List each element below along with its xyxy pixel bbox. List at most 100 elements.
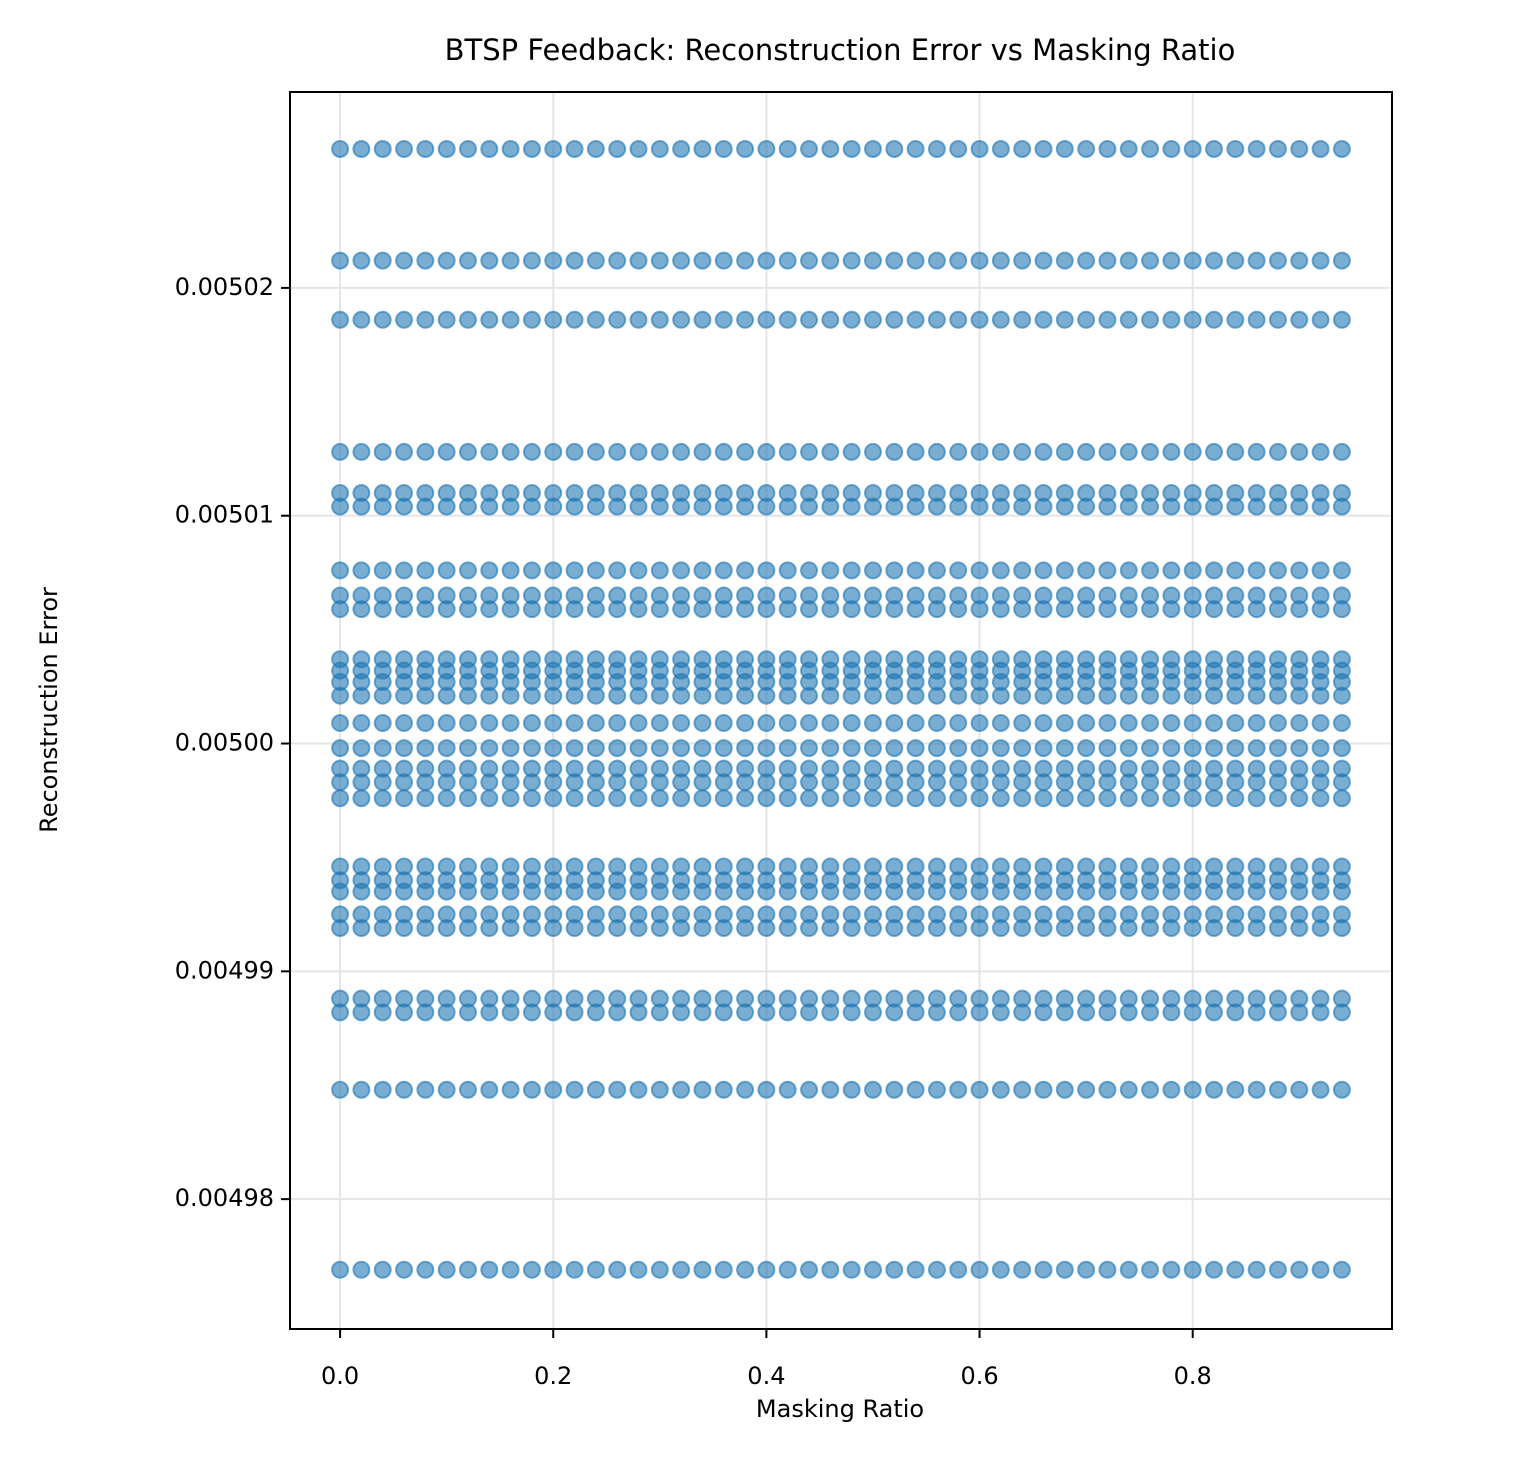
scatter-point [586, 561, 605, 580]
scatter-point [1013, 773, 1032, 792]
scatter-point [544, 882, 563, 901]
scatter-point [736, 1003, 755, 1022]
scatter-point [970, 919, 989, 938]
scatter-point [1290, 919, 1309, 938]
scatter-point [458, 497, 477, 516]
scatter-point [991, 1260, 1010, 1279]
scatter-point [842, 600, 861, 619]
scatter-point [821, 139, 840, 158]
scatter-point [1268, 1260, 1287, 1279]
scatter-point [544, 600, 563, 619]
scatter-point [672, 1003, 691, 1022]
scatter-point [352, 1003, 371, 1022]
scatter-point [693, 497, 712, 516]
scatter-point [949, 251, 968, 270]
scatter-point [331, 1260, 350, 1279]
scatter-point [608, 919, 627, 938]
scatter-point [501, 789, 520, 808]
scatter-point [714, 919, 733, 938]
scatter-point [1034, 600, 1053, 619]
scatter-point [885, 1260, 904, 1279]
scatter-point [1226, 1260, 1245, 1279]
scatter-point [800, 882, 819, 901]
scatter-point [821, 714, 840, 733]
scatter-point [1226, 561, 1245, 580]
scatter-point [1055, 1080, 1074, 1099]
scatter-point [1226, 600, 1245, 619]
scatter-point [480, 714, 499, 733]
scatter-point [544, 310, 563, 329]
scatter-point [672, 686, 691, 705]
scatter-point [863, 497, 882, 516]
scatter-point [1226, 310, 1245, 329]
scatter-point [1098, 310, 1117, 329]
scatter-point [757, 251, 776, 270]
scatter-point [650, 561, 669, 580]
scatter-point [672, 1080, 691, 1099]
scatter-point [522, 789, 541, 808]
scatter-point [906, 714, 925, 733]
scatter-point [565, 789, 584, 808]
scatter-point [608, 739, 627, 758]
scatter-point [480, 789, 499, 808]
x-tick-label: 0.8 [1174, 1362, 1212, 1390]
scatter-point [1013, 882, 1032, 901]
scatter-point [1034, 561, 1053, 580]
scatter-point [842, 739, 861, 758]
scatter-point [544, 251, 563, 270]
scatter-point [821, 919, 840, 938]
scatter-point [1013, 714, 1032, 733]
scatter-point [522, 882, 541, 901]
scatter-point [1141, 600, 1160, 619]
scatter-point [480, 139, 499, 158]
scatter-point [1141, 739, 1160, 758]
scatter-point [672, 789, 691, 808]
scatter-point [693, 600, 712, 619]
scatter-point [778, 773, 797, 792]
scatter-point [416, 442, 435, 461]
scatter-point [373, 1003, 392, 1022]
scatter-point [501, 882, 520, 901]
scatter-point [331, 1080, 350, 1099]
scatter-point [885, 310, 904, 329]
scatter-point [1268, 561, 1287, 580]
scatter-point [1183, 1003, 1202, 1022]
scatter-point [800, 1003, 819, 1022]
scatter-point [906, 686, 925, 705]
scatter-point [501, 714, 520, 733]
scatter-point [970, 714, 989, 733]
scatter-point [629, 773, 648, 792]
scatter-point [586, 442, 605, 461]
scatter-point [522, 773, 541, 792]
scatter-point [416, 1003, 435, 1022]
scatter-point [800, 497, 819, 516]
scatter-point [863, 1080, 882, 1099]
scatter-point [863, 919, 882, 938]
scatter-point [1332, 561, 1351, 580]
scatter-point [501, 139, 520, 158]
scatter-point [1162, 442, 1181, 461]
scatter-point [736, 497, 755, 516]
scatter-point [331, 251, 350, 270]
scatter-point [778, 739, 797, 758]
scatter-point [693, 919, 712, 938]
scatter-point [693, 1003, 712, 1022]
scatter-point [714, 139, 733, 158]
x-tick-label: 0.6 [960, 1362, 998, 1390]
scatter-point [565, 1080, 584, 1099]
scatter-point [480, 1080, 499, 1099]
scatter-point [1034, 739, 1053, 758]
scatter-point [906, 882, 925, 901]
scatter-point [1013, 139, 1032, 158]
scatter-point [480, 686, 499, 705]
scatter-point [608, 773, 627, 792]
x-tick-label: 0.0 [321, 1362, 359, 1390]
scatter-point [778, 686, 797, 705]
scatter-point [970, 561, 989, 580]
scatter-point [608, 1260, 627, 1279]
scatter-point [1077, 310, 1096, 329]
scatter-point [522, 919, 541, 938]
scatter-point [672, 561, 691, 580]
scatter-point [949, 139, 968, 158]
scatter-point [1332, 1260, 1351, 1279]
